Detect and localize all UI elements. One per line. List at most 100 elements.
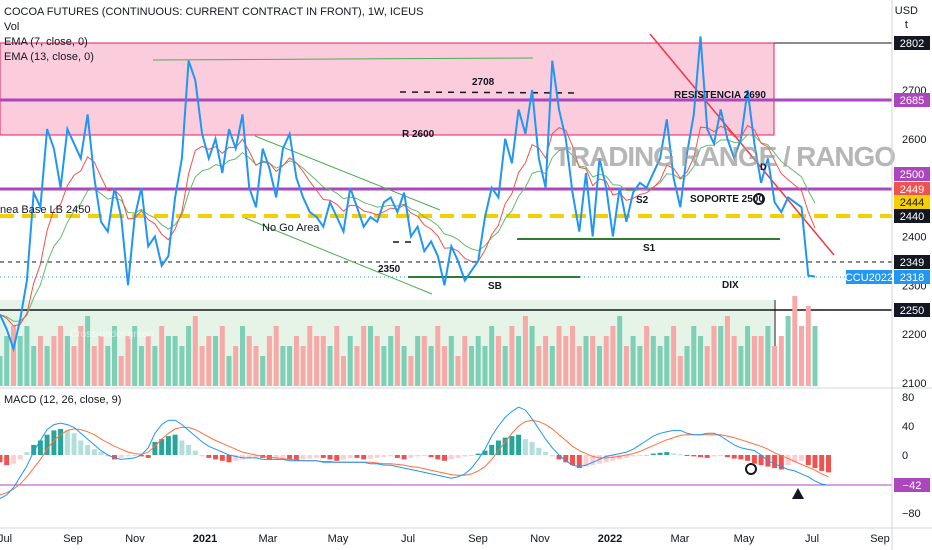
volume-bar <box>37 336 43 386</box>
macd-arrow-icon <box>745 463 757 475</box>
macd-histogram-bar <box>543 452 549 455</box>
time-tick-label: May <box>734 533 755 545</box>
volume-bar <box>71 346 77 386</box>
macd-histogram-bar <box>192 450 198 455</box>
macd-histogram-bar <box>516 434 522 455</box>
macd-histogram-bar <box>24 452 30 455</box>
macd-histogram-bar <box>509 436 515 455</box>
volume-bar <box>462 336 468 386</box>
price-axis[interactable]: 2700260025002400230022002100 <box>902 85 926 390</box>
macd-histogram-bar <box>522 439 528 455</box>
macd-histogram-bar <box>617 455 623 460</box>
volume-bar <box>529 326 535 386</box>
macd-histogram-bar <box>549 455 555 457</box>
macd-histogram-bar <box>819 455 825 471</box>
macd-histogram-bar <box>37 440 43 455</box>
volume-bar <box>152 346 158 386</box>
volume-bar <box>354 346 360 386</box>
price-label-text: 2500 <box>900 169 924 181</box>
annotations: TRADING RANGE / RANGO D RESISTENCIA 2690… <box>0 77 896 340</box>
macd-histogram-bar <box>105 455 111 457</box>
volume-bar <box>435 326 441 386</box>
price-label-tag <box>894 478 930 492</box>
volume-bar <box>637 346 643 386</box>
price-label-tag <box>894 255 930 269</box>
time-tick-label: Jul <box>805 533 819 545</box>
macd-histogram-bar <box>489 444 495 455</box>
macd-histogram-bar <box>51 430 57 455</box>
macd-histogram-bar <box>691 455 697 457</box>
macd-histogram-bar <box>570 455 575 466</box>
macd-histogram-bar <box>684 455 690 456</box>
volume-bar <box>415 336 421 386</box>
macd-signal-line <box>0 419 829 496</box>
volume-bar <box>691 326 697 386</box>
volume-bar <box>293 336 299 386</box>
macd-histogram-bar <box>576 455 582 469</box>
ccu-tag <box>846 270 892 284</box>
volume-bar <box>206 336 212 386</box>
macd-histogram-bar <box>623 455 629 458</box>
symbol-title[interactable]: COCOA FUTURES (CONTINUOUS: CURRENT CONTR… <box>4 6 424 18</box>
volume-bar <box>11 326 16 386</box>
macd-histogram-bar <box>98 452 104 455</box>
macd-histogram-bar <box>475 453 481 455</box>
macd-histogram-bar <box>341 455 346 460</box>
macd-axis[interactable]: 80 40 0 −80 <box>902 392 921 520</box>
volume-bar <box>401 346 407 386</box>
macd-histogram-bar <box>563 455 569 463</box>
volume-bar <box>51 336 57 386</box>
price-label-text: 2440 <box>900 211 924 223</box>
macd-histogram-bar <box>253 455 259 458</box>
volume-bar <box>543 336 549 386</box>
macd-histogram-bar <box>280 455 286 458</box>
macd-histogram-bar <box>11 455 16 464</box>
price-label-tag <box>894 167 930 181</box>
volume-bar <box>799 326 804 386</box>
macd-histogram-bar <box>165 436 171 455</box>
volume-bar <box>664 336 670 386</box>
macd-histogram-bar <box>186 444 192 455</box>
macd-histogram-bar <box>132 455 138 456</box>
volume-bar <box>64 336 70 386</box>
volume-bar <box>327 346 333 386</box>
ema7-indicator-label[interactable]: EMA (7, close, 0) <box>4 36 88 48</box>
macd-histogram-bar <box>482 450 488 455</box>
macd-histogram-bar <box>718 455 724 456</box>
macd-histogram-bar <box>751 455 757 464</box>
volume-bar <box>522 316 528 386</box>
currency-sub: t <box>904 19 908 31</box>
macd-histogram-bar <box>529 441 535 455</box>
volume-bar <box>314 336 320 386</box>
volume-bar <box>731 336 737 386</box>
volume-bar <box>556 326 562 386</box>
volume-bar <box>805 306 811 386</box>
ema13-indicator-label[interactable]: EMA (13, close, 0) <box>4 51 94 63</box>
vol-indicator-label[interactable]: Vol <box>4 21 20 33</box>
volume-bar <box>287 346 293 386</box>
macd-histogram-bar <box>664 452 670 455</box>
currency-label[interactable]: USD t <box>895 4 918 32</box>
ccu-tag-text: CCU2022 <box>845 272 893 284</box>
macd-histogram-bar <box>772 455 778 469</box>
volume-bar <box>570 326 575 386</box>
macd-histogram-bar <box>347 455 353 458</box>
macd-histogram-bar <box>138 455 144 457</box>
macd-histogram-bar <box>388 455 394 457</box>
volume-bar <box>489 326 495 386</box>
macd-histogram-bar <box>71 433 77 456</box>
volume-bar <box>758 336 764 386</box>
macd-histogram-bar <box>792 455 798 463</box>
volume-bar <box>657 346 663 386</box>
time-axis[interactable]: Jul Sep Nov 2021 Mar May Jul Sep Nov 2022 Mar May Ju… <box>0 533 890 545</box>
macd-indicator-label[interactable]: MACD (12, 26, close, 9) <box>4 394 122 406</box>
volume-bar <box>448 336 454 386</box>
volume-bar <box>24 326 30 386</box>
macd-histogram-bar <box>610 455 616 461</box>
a2708-text: 2708 <box>472 77 495 88</box>
volume-bar <box>711 326 717 386</box>
macd-line-path <box>0 406 829 499</box>
volume-bar <box>31 346 37 386</box>
volume-bar <box>630 336 636 386</box>
